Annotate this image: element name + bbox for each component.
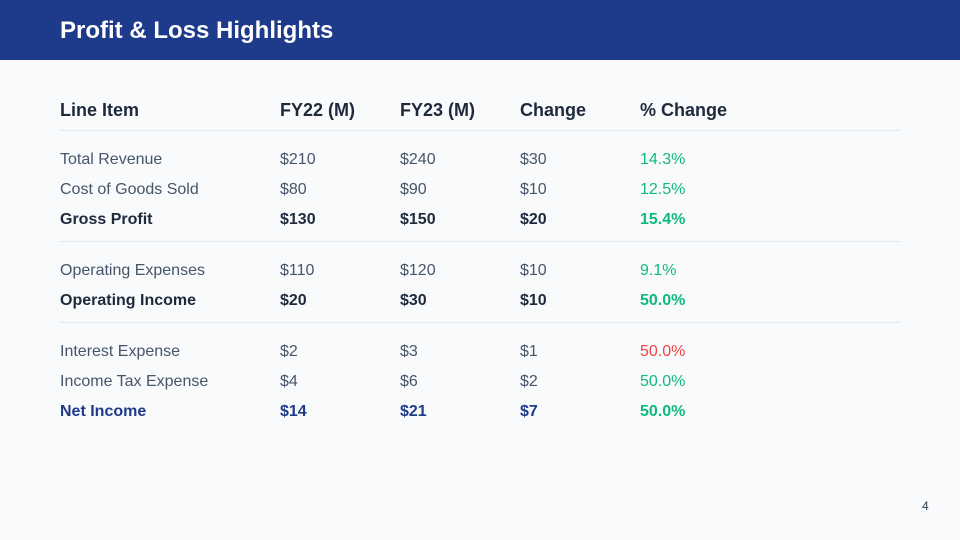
table-row: Net Income $14 $21 $7 50.0% [60,397,900,427]
cell-pct-change: 12.5% [640,181,686,198]
slide-title: Profit & Loss Highlights [60,17,334,44]
cell-pct-change: 15.4% [640,211,686,228]
header-fy23: FY23 (M) [400,100,476,120]
cell-change: $10 [520,262,547,279]
cell-pct-change: 14.3% [640,151,686,168]
title-banner: Profit & Loss Highlights [0,0,960,60]
group-divider [60,322,900,323]
cell-pct-change: 50.0% [640,292,686,309]
cell-line-item: Total Revenue [60,151,163,168]
cell-line-item: Operating Expenses [60,262,205,279]
cell-fy23: $150 [400,211,436,228]
cell-line-item: Net Income [60,403,147,420]
cell-change: $2 [520,373,538,390]
cell-fy22: $4 [280,373,298,390]
table-header: Line Item FY22 (M) FY23 (M) Change % Cha… [60,96,900,131]
cell-fy23: $30 [400,292,427,309]
table-row: Gross Profit $130 $150 $20 15.4% [60,205,900,235]
cell-fy22: $20 [280,292,307,309]
cell-fy22: $14 [280,403,307,420]
cell-fy22: $2 [280,343,298,360]
cell-change: $20 [520,211,547,228]
cell-change: $30 [520,151,547,168]
cell-line-item: Operating Income [60,292,197,309]
cell-fy23: $21 [400,403,427,420]
cell-fy23: $240 [400,151,436,168]
cell-pct-change: 50.0% [640,343,686,360]
cell-line-item: Interest Expense [60,343,181,360]
table-row: Interest Expense $2 $3 $1 50.0% [60,337,900,367]
cell-fy22: $210 [280,151,316,168]
cell-line-item: Cost of Goods Sold [60,181,199,198]
table-row: Operating Expenses $110 $120 $10 9.1% [60,256,900,286]
cell-fy23: $120 [400,262,436,279]
cell-line-item: Income Tax Expense [60,373,209,390]
header-pct-change: % Change [640,100,728,120]
table-row: Cost of Goods Sold $80 $90 $10 12.5% [60,175,900,205]
header-fy22: FY22 (M) [280,100,356,120]
cell-fy22: $80 [280,181,307,198]
cell-change: $10 [520,292,547,309]
cell-pct-change: 50.0% [640,373,686,390]
header-line-item: Line Item [60,100,140,120]
cell-fy22: $110 [280,262,315,279]
cell-pct-change: 50.0% [640,403,686,420]
pnl-table: Line Item FY22 (M) FY23 (M) Change % Cha… [60,96,900,427]
cell-fy23: $3 [400,343,418,360]
page-number: 4 [922,499,929,513]
table-row: Income Tax Expense $4 $6 $2 50.0% [60,367,900,397]
cell-line-item: Gross Profit [60,211,153,228]
group-divider [60,241,900,242]
cell-pct-change: 9.1% [640,262,677,279]
cell-change: $10 [520,181,547,198]
cell-fy23: $90 [400,181,427,198]
table-row: Total Revenue $210 $240 $30 14.3% [60,145,900,175]
cell-change: $7 [520,403,538,420]
cell-change: $1 [520,343,538,360]
cell-fy23: $6 [400,373,418,390]
cell-fy22: $130 [280,211,316,228]
table-row: Operating Income $20 $30 $10 50.0% [60,286,900,316]
header-change: Change [520,100,587,120]
